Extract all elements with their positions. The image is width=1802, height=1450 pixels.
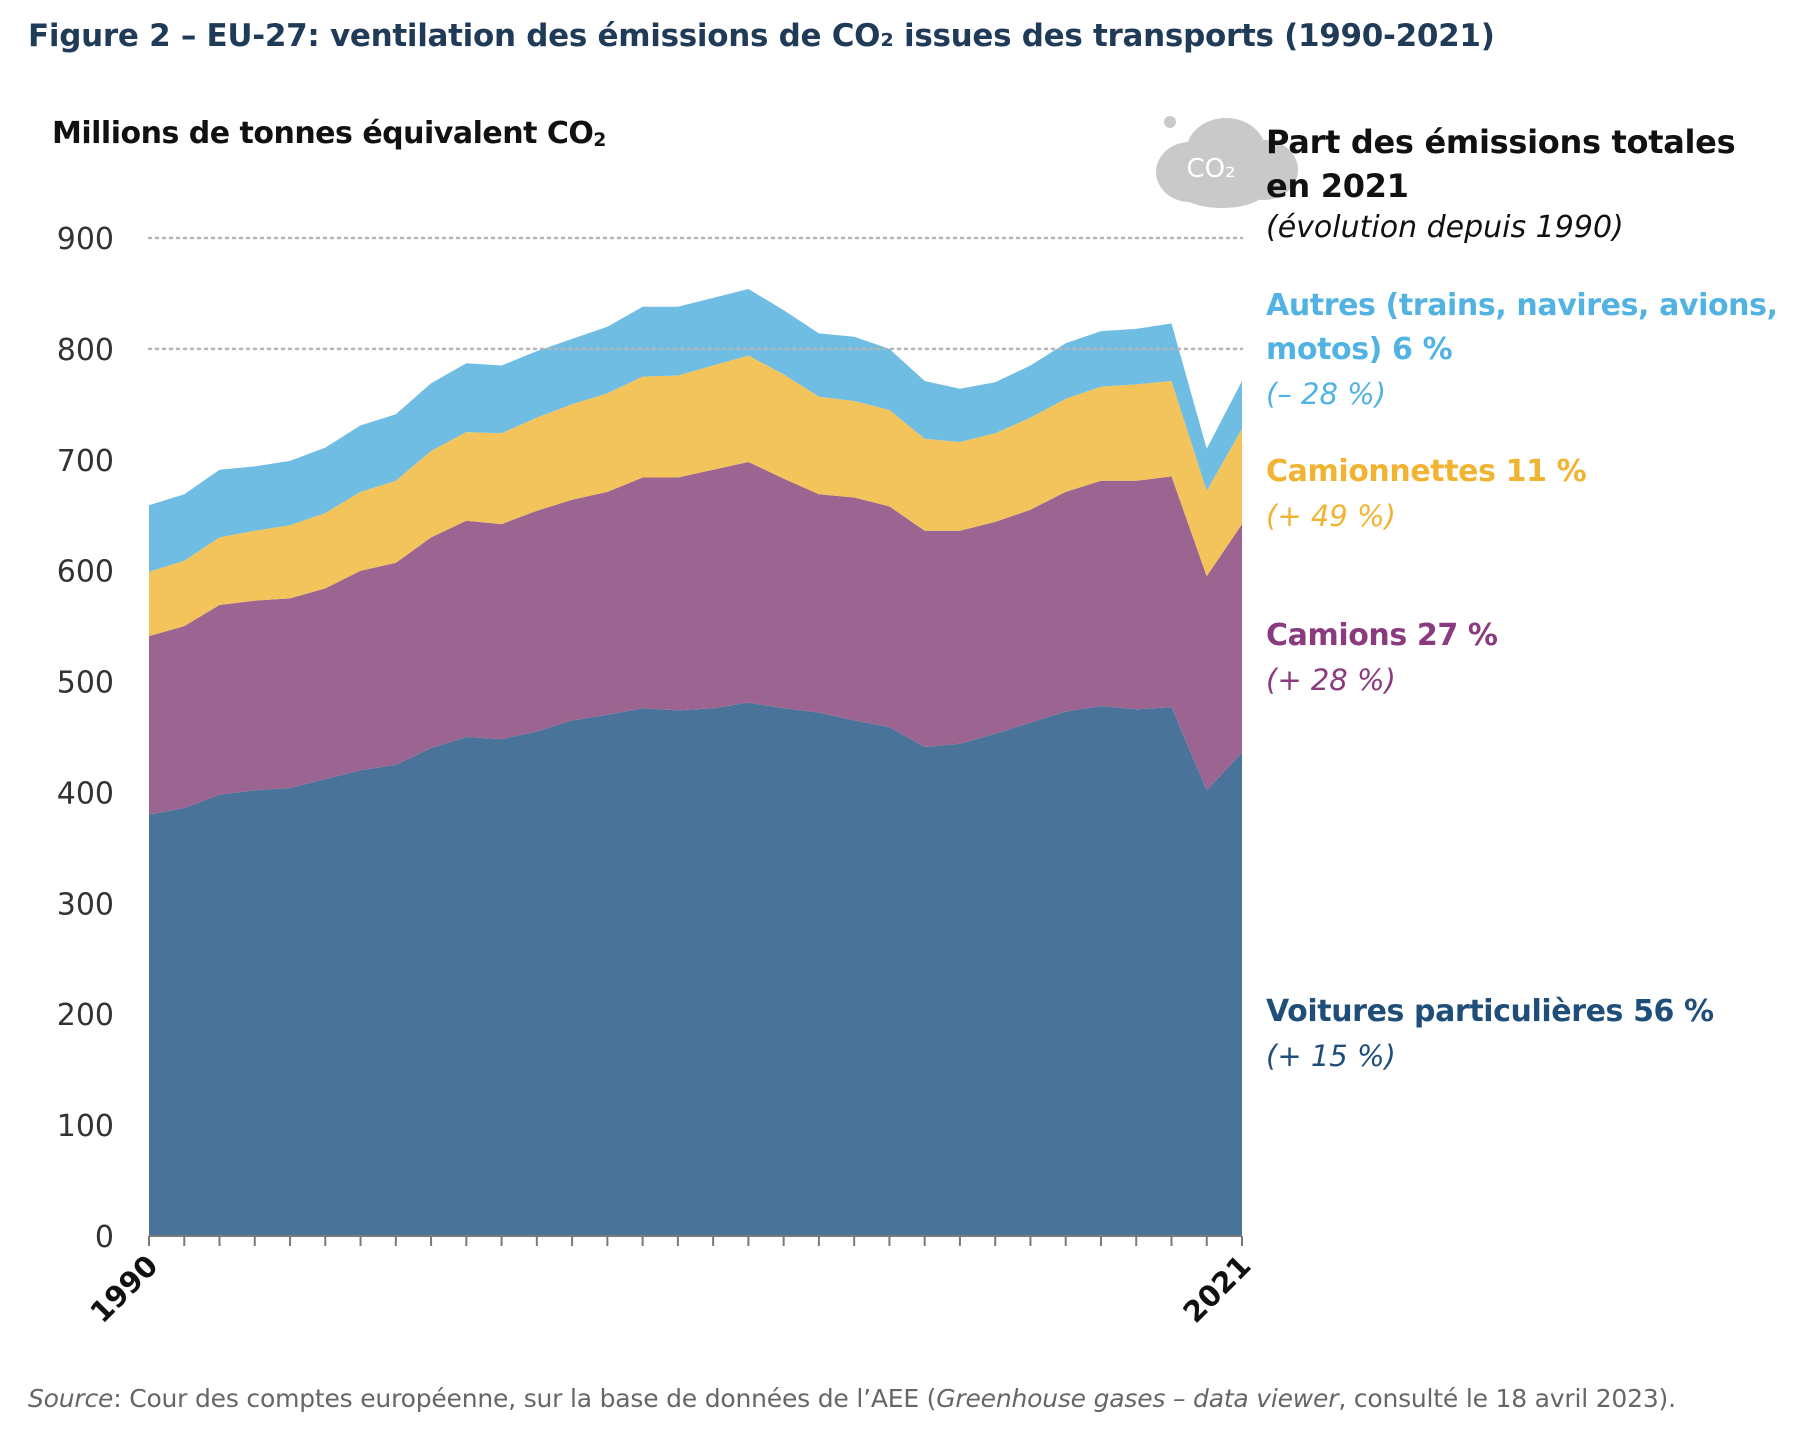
- legend-autres-label: Autres (trains, navires, avions, motos) …: [1266, 288, 1778, 367]
- share-title: Part des émissions totales en 2021: [1266, 123, 1736, 205]
- y-tick-label: 500: [57, 666, 114, 701]
- area-voitures: [149, 702, 1242, 1236]
- gridlines: [147, 236, 1244, 351]
- share-subtitle: (évolution depuis 1990): [1266, 210, 1624, 245]
- co2-cloud-icon: CO₂: [1156, 116, 1298, 208]
- y-tick-label: 0: [95, 1220, 114, 1255]
- legend-camionnettes-change: (+ 49 %): [1266, 499, 1396, 533]
- source-dataset: Greenhouse gases – data viewer: [936, 1384, 1339, 1413]
- y-axis-title: Millions de tonnes équivalent CO2: [52, 116, 606, 151]
- legend-camions-change: (+ 28 %): [1266, 663, 1396, 697]
- source-text-2: , consulté le 18 avril 2023).: [1338, 1384, 1676, 1413]
- y-tick-label: 900: [57, 222, 114, 257]
- source-text-1: : Cour des comptes européenne, sur la ba…: [113, 1384, 937, 1413]
- co2-cloud-label: CO₂: [1186, 154, 1235, 184]
- legend-camions-label: Camions 27 %: [1266, 618, 1498, 653]
- area-camionnettes: [149, 355, 1242, 637]
- legend-voitures-change: (+ 15 %): [1266, 1039, 1396, 1073]
- legend-autres: Autres (trains, navires, avions, motos) …: [1266, 284, 1786, 416]
- legend-voitures: Voitures particulières 56 % (+ 15 %): [1266, 990, 1714, 1078]
- y-tick-label: 800: [57, 333, 114, 368]
- y-tick-label: 200: [57, 998, 114, 1033]
- y-tick-label: 300: [57, 887, 114, 922]
- area-autres: [149, 289, 1242, 572]
- y-tick-label: 600: [57, 555, 114, 590]
- area-camions: [149, 462, 1242, 815]
- x-tick-label: 1990: [83, 1248, 164, 1329]
- legend-autres-change: (– 28 %): [1266, 377, 1387, 411]
- x-tick-label: 2021: [1176, 1248, 1257, 1329]
- figure-title: Figure 2 – EU-27: ventilation des émissi…: [28, 18, 1495, 54]
- y-tick-label: 100: [57, 1109, 114, 1144]
- legend-voitures-label: Voitures particulières 56 %: [1266, 994, 1714, 1029]
- source-label: Source: [28, 1384, 114, 1413]
- y-tick-label: 400: [57, 776, 114, 811]
- legend-camions: Camions 27 % (+ 28 %): [1266, 614, 1498, 702]
- area-layers: [149, 289, 1242, 1236]
- source-note: Source: Cour des comptes européenne, sur…: [28, 1384, 1676, 1413]
- legend-camionnettes: Camionnettes 11 % (+ 49 %): [1266, 450, 1587, 538]
- y-tick-label: 700: [57, 444, 114, 479]
- legend-camionnettes-label: Camionnettes 11 %: [1266, 454, 1587, 489]
